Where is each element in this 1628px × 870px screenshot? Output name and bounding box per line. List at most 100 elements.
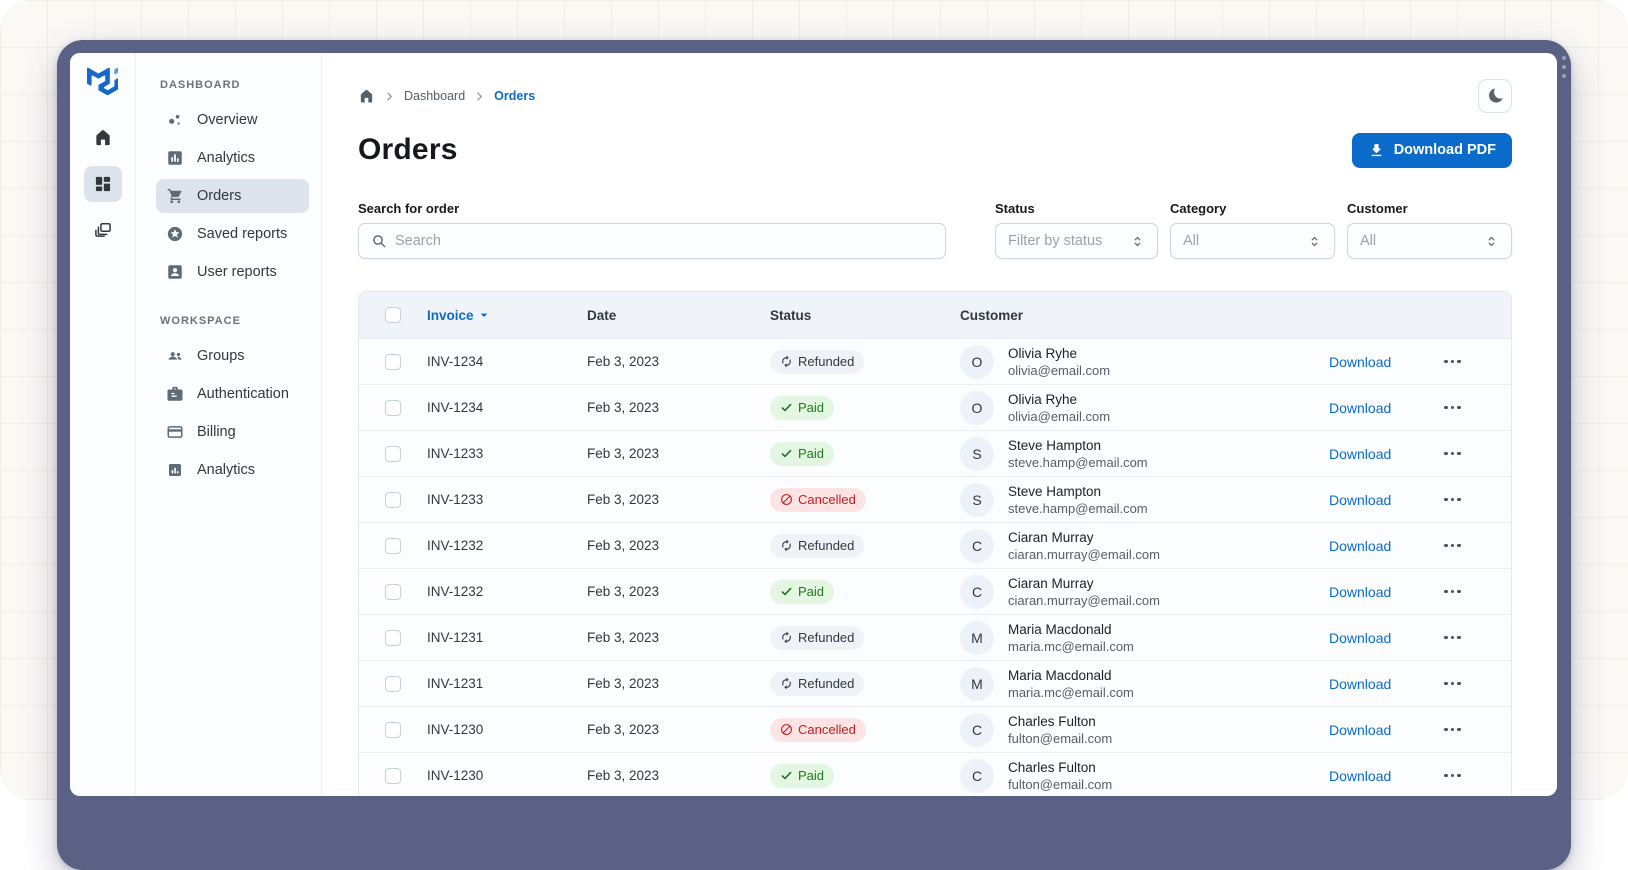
download-link[interactable]: Download <box>1329 400 1391 416</box>
download-link[interactable]: Download <box>1329 538 1391 554</box>
rail-button-stacked-windows[interactable] <box>84 212 122 248</box>
avatar: C <box>960 759 994 793</box>
column-header-status[interactable]: Status <box>770 308 960 323</box>
customer-select[interactable]: All <box>1347 223 1512 259</box>
more-options-button[interactable] <box>1436 768 1469 784</box>
status-chip: Paid <box>770 442 834 466</box>
sidebar-item-billing[interactable]: Billing <box>156 415 309 449</box>
table-row: INV-1232 Feb 3, 2023 Refunded C Ciaran M… <box>359 522 1511 568</box>
status-chip: Paid <box>770 580 834 604</box>
filters-bar: Search for order Status Filter by status <box>358 201 1512 261</box>
download-link[interactable]: Download <box>1329 630 1391 646</box>
column-header-customer[interactable]: Customer <box>960 308 1329 323</box>
sidebar-item-analytics[interactable]: Analytics <box>156 453 309 487</box>
refresh-icon <box>780 631 793 644</box>
date-cell: Feb 3, 2023 <box>587 538 770 553</box>
row-checkbox[interactable] <box>385 722 401 738</box>
sidebar-item-label: Overview <box>197 112 257 128</box>
customer-name: Maria Macdonald <box>1008 668 1134 683</box>
select-all-checkbox[interactable] <box>385 307 401 323</box>
table-body: INV-1234 Feb 3, 2023 Refunded O Olivia R… <box>359 338 1511 796</box>
category-select[interactable]: All <box>1170 223 1335 259</box>
status-select-value: Filter by status <box>1008 233 1102 249</box>
download-link[interactable]: Download <box>1329 492 1391 508</box>
sidebar-item-analytics[interactable]: Analytics <box>156 141 309 175</box>
sidebar-item-overview[interactable]: Overview <box>156 103 309 137</box>
more-options-button[interactable] <box>1436 492 1469 508</box>
dashboard-grid-icon <box>93 174 113 194</box>
status-chip: Refunded <box>770 534 864 558</box>
home-icon[interactable] <box>358 88 375 105</box>
row-checkbox[interactable] <box>385 446 401 462</box>
more-options-button[interactable] <box>1436 722 1469 738</box>
column-header-date[interactable]: Date <box>587 308 770 323</box>
row-checkbox[interactable] <box>385 768 401 784</box>
more-options-button[interactable] <box>1436 400 1469 416</box>
download-link[interactable]: Download <box>1329 768 1391 784</box>
customer-email: steve.hamp@email.com <box>1008 455 1148 470</box>
status-select[interactable]: Filter by status <box>995 223 1158 259</box>
moon-icon <box>1486 87 1504 105</box>
check-icon <box>780 447 793 460</box>
block-icon <box>780 723 793 736</box>
table-row: INV-1234 Feb 3, 2023 Refunded O Olivia R… <box>359 338 1511 384</box>
download-link[interactable]: Download <box>1329 676 1391 692</box>
date-cell: Feb 3, 2023 <box>587 768 770 783</box>
avatar: S <box>960 437 994 471</box>
table-row: INV-1230 Feb 3, 2023 Paid C Charles Fult… <box>359 752 1511 796</box>
row-checkbox[interactable] <box>385 492 401 508</box>
row-checkbox[interactable] <box>385 538 401 554</box>
status-chip: Paid <box>770 764 834 788</box>
table-row: INV-1232 Feb 3, 2023 Paid C Ciaran Murra… <box>359 568 1511 614</box>
sidebar-item-label: Billing <box>197 424 236 440</box>
star-circle-icon <box>166 225 184 243</box>
download-link[interactable]: Download <box>1329 354 1391 370</box>
column-header-invoice[interactable]: Invoice <box>427 307 492 323</box>
table-row: INV-1230 Feb 3, 2023 Cancelled C Charles… <box>359 706 1511 752</box>
theme-toggle-button[interactable] <box>1478 79 1512 113</box>
date-cell: Feb 3, 2023 <box>587 446 770 461</box>
status-label: Cancelled <box>798 722 856 737</box>
search-input-box[interactable] <box>358 223 946 259</box>
main-content: Dashboard Orders Orders <box>322 53 1557 796</box>
row-checkbox[interactable] <box>385 630 401 646</box>
more-options-button[interactable] <box>1436 538 1469 554</box>
sidebar-item-user-reports[interactable]: User reports <box>156 255 309 289</box>
sidebar-item-saved-reports[interactable]: Saved reports <box>156 217 309 251</box>
rail-button-dashboard-grid[interactable] <box>84 166 122 202</box>
row-checkbox[interactable] <box>385 400 401 416</box>
customer-name: Maria Macdonald <box>1008 622 1134 637</box>
stacked-windows-icon <box>93 220 113 240</box>
table-header-row: Invoice Date Status Customer <box>359 292 1511 338</box>
row-checkbox[interactable] <box>385 584 401 600</box>
search-input[interactable] <box>395 233 933 249</box>
more-options-button[interactable] <box>1436 446 1469 462</box>
search-label: Search for order <box>358 201 946 216</box>
more-options-button[interactable] <box>1436 584 1469 600</box>
status-chip: Cancelled <box>770 718 866 742</box>
sidebar-item-orders[interactable]: Orders <box>156 179 309 213</box>
invoice-cell: INV-1232 <box>427 538 587 553</box>
download-link[interactable]: Download <box>1329 584 1391 600</box>
window-scrollbar-dots[interactable] <box>1562 56 1566 78</box>
row-checkbox[interactable] <box>385 354 401 370</box>
more-options-button[interactable] <box>1436 630 1469 646</box>
sidebar-item-groups[interactable]: Groups <box>156 339 309 373</box>
rail-button-home[interactable] <box>84 120 122 156</box>
home-icon <box>93 128 113 148</box>
download-pdf-button[interactable]: Download PDF <box>1352 133 1512 168</box>
avatar: C <box>960 529 994 563</box>
download-link[interactable]: Download <box>1329 446 1391 462</box>
invoice-cell: INV-1234 <box>427 400 587 415</box>
more-options-button[interactable] <box>1436 354 1469 370</box>
customer-email: maria.mc@email.com <box>1008 685 1134 700</box>
breadcrumb-dashboard[interactable]: Dashboard <box>404 89 465 103</box>
invoice-cell: INV-1234 <box>427 354 587 369</box>
more-options-button[interactable] <box>1436 676 1469 692</box>
table-row: INV-1234 Feb 3, 2023 Paid O Olivia Ryhe … <box>359 384 1511 430</box>
download-link[interactable]: Download <box>1329 722 1391 738</box>
sidebar-item-authentication[interactable]: Authentication <box>156 377 309 411</box>
status-chip: Refunded <box>770 672 864 696</box>
row-checkbox[interactable] <box>385 676 401 692</box>
